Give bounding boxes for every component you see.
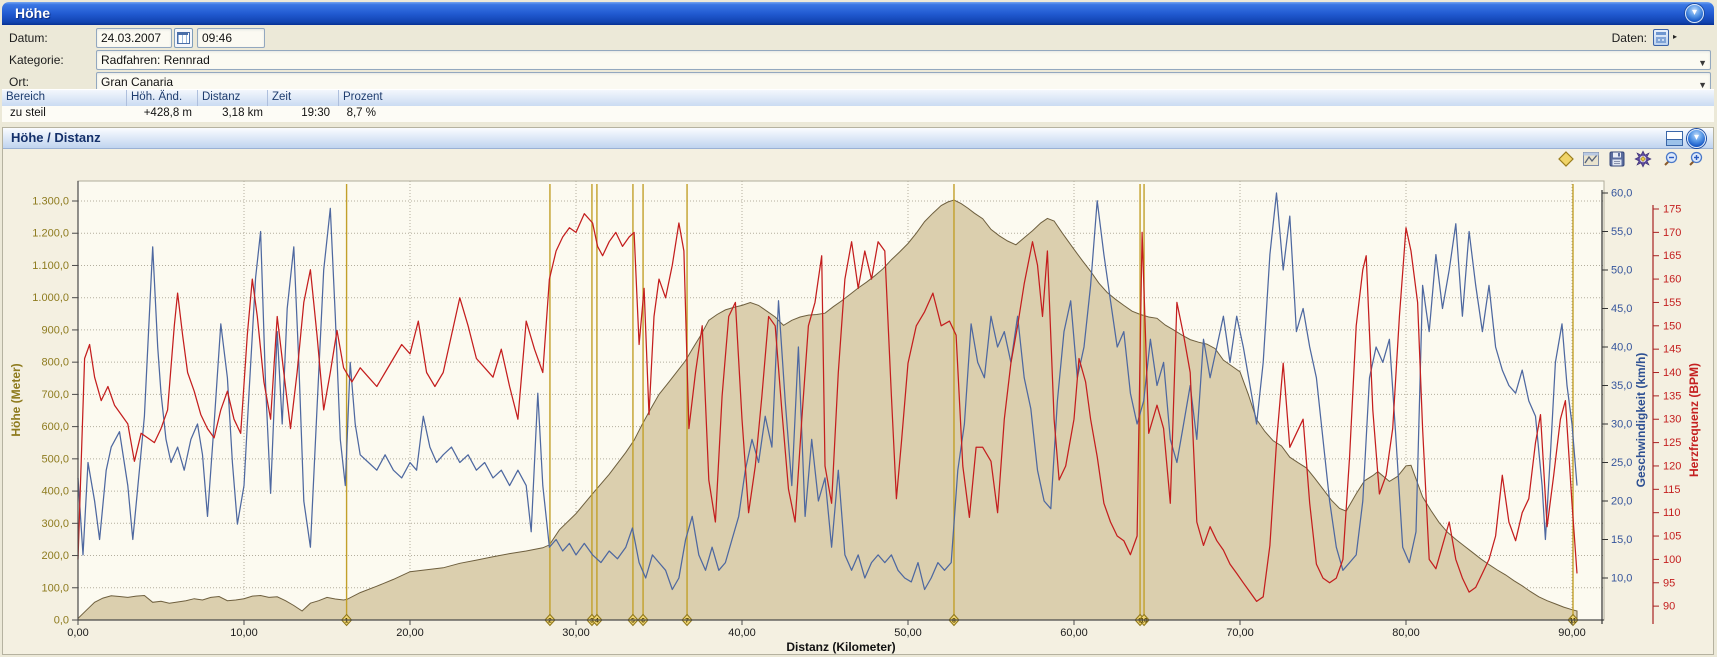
- ort-value: Gran Canaria: [101, 75, 174, 89]
- cell-distanz: 3,18 km: [222, 107, 263, 119]
- column-header-prozent[interactable]: Prozent: [338, 90, 1714, 106]
- datum-field[interactable]: 24.03.2007: [96, 28, 172, 48]
- cell-bereich: zu steil: [10, 107, 46, 119]
- kategorie-label: Kategorie:: [9, 53, 64, 67]
- chart-collapse-button[interactable]: ▾: [1687, 129, 1706, 148]
- zeit-field[interactable]: 09:46: [197, 28, 265, 48]
- column-header-hoeh-aend[interactable]: Höh. Änd.: [126, 90, 197, 106]
- cell-prozent: 8,7 %: [346, 107, 376, 119]
- cell-hoeh-aend: +428,8 m: [143, 107, 192, 119]
- save-icon[interactable]: [1608, 150, 1626, 168]
- daten-calculator-icon[interactable]: [1653, 29, 1669, 46]
- datum-label: Datum:: [9, 31, 48, 45]
- kategorie-field[interactable]: Radfahren: Rennrad ▼: [96, 50, 1711, 70]
- chevron-down-icon: ▾: [1691, 7, 1698, 18]
- kategorie-value: Radfahren: Rennrad: [101, 53, 210, 67]
- chart-title: Höhe / Distanz: [11, 130, 101, 145]
- marker-diamond-icon[interactable]: [1557, 150, 1575, 168]
- daten-label: Daten:: [1611, 31, 1647, 45]
- zoom-out-icon[interactable]: [1661, 150, 1679, 168]
- chevron-down-icon[interactable]: ▼: [1698, 80, 1707, 90]
- window-titlebar: Höhe ▾: [2, 2, 1714, 25]
- chevron-down-icon[interactable]: ▼: [1698, 58, 1707, 68]
- settings-icon[interactable]: [1634, 150, 1652, 168]
- calendar-button[interactable]: [174, 28, 193, 48]
- ort-label: Ort:: [9, 75, 29, 89]
- daten-arrow-icon[interactable]: ▸: [1672, 32, 1677, 41]
- split-pane-icon[interactable]: [1666, 131, 1683, 146]
- zoom-in-icon[interactable]: [1686, 150, 1704, 168]
- chevron-down-icon: ▾: [1693, 132, 1700, 143]
- chart-panel: Höhe / Distanz ▾: [2, 127, 1714, 655]
- table-row[interactable]: zu steil +428,8 m 3,18 km 19:30 8,7 %: [2, 106, 1714, 123]
- window-collapse-button[interactable]: ▾: [1685, 4, 1704, 23]
- segment-table-header: Bereich Höh. Änd. Distanz Zeit Prozent: [2, 89, 1714, 107]
- window-title: Höhe: [15, 5, 50, 21]
- column-header-distanz[interactable]: Distanz: [197, 90, 267, 106]
- chart-image-icon[interactable]: [1582, 150, 1600, 168]
- table-filler: [2, 122, 1714, 126]
- calendar-icon-top: [177, 32, 188, 35]
- column-header-bereich[interactable]: Bereich: [6, 91, 45, 103]
- chart-header: Höhe / Distanz ▾: [3, 128, 1713, 149]
- column-header-zeit[interactable]: Zeit: [267, 90, 338, 106]
- cell-zeit: 19:30: [301, 107, 330, 119]
